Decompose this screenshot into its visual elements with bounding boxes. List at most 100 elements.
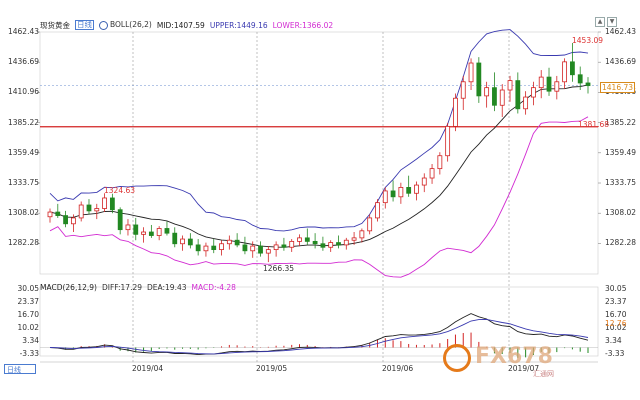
x-axis-tick: 2019/04 (132, 364, 164, 373)
x-axis-tick: 2019/07 (508, 364, 540, 373)
macd-right-tick: 30.05 (605, 284, 627, 293)
candle-body (468, 62, 474, 83)
candle-body (289, 240, 295, 248)
left-axis-tick: 1410.96 (7, 87, 39, 97)
candle-body (515, 80, 521, 110)
low-label: 1266.35 (263, 264, 295, 273)
watermark-circle-icon (443, 344, 471, 372)
candle-body (102, 197, 107, 209)
candle-body (117, 209, 123, 231)
candle-body (476, 62, 482, 97)
candle-body (55, 211, 61, 216)
candle-body (125, 224, 131, 231)
candle-body (86, 204, 92, 212)
candle-body (94, 208, 100, 212)
reference-line-label: 1381.68 (578, 120, 610, 129)
candle-body (531, 87, 536, 98)
watermark-logo: FX678 汇通网 (443, 342, 638, 378)
last-price-tag: 1416.73 (600, 82, 636, 93)
candle-body (164, 228, 170, 234)
candle-body (429, 168, 435, 179)
candle-body (70, 217, 76, 225)
chart-controls: ▲ ▼ (595, 17, 617, 27)
candle-body (141, 231, 146, 235)
candle-body (585, 82, 591, 87)
candle-body (172, 232, 178, 245)
candle-body (258, 245, 263, 254)
instrument-title: 现货黄金 (40, 20, 70, 30)
macd-params: MACD(26,12,9) (40, 283, 97, 292)
right-axis-tick: 1359.49 (605, 147, 637, 157)
macd-header: MACD(26,12,9) DIFF:17.29 DEA:19.43 MACD:… (40, 283, 236, 292)
candle-body (304, 237, 310, 242)
left-axis-tick: 1462.43 (7, 27, 39, 36)
candle-body (273, 244, 279, 251)
candle-body (382, 190, 388, 204)
candle-body (562, 61, 568, 83)
right-axis-tick: 1282.28 (605, 238, 637, 248)
candle-body (148, 231, 154, 236)
boll-mid-line (49, 84, 589, 248)
dea-value: DEA:19.43 (147, 283, 187, 292)
candle-body (398, 187, 404, 198)
candle-body (507, 80, 513, 91)
high-label-recent: 1453.09 (572, 36, 604, 45)
candle-body (523, 96, 529, 110)
boll-lower-line (49, 116, 589, 278)
left-axis-tick: 1308.02 (7, 208, 39, 218)
left-axis-tick: 1359.49 (7, 147, 39, 157)
right-axis-tick: 1462.43 (605, 27, 637, 36)
candle-body (211, 245, 217, 251)
candle-body (133, 224, 139, 235)
left-axis-tick: 1282.28 (7, 238, 39, 248)
mid-value: MID:1407.59 (156, 20, 205, 30)
candle-body (538, 76, 544, 89)
macd-left-tick: 30.05 (17, 284, 39, 293)
right-axis-tick: 1333.75 (605, 178, 637, 187)
candle-body (499, 89, 505, 106)
macd-left-tick: -3.33 (19, 349, 39, 358)
candle-body (460, 81, 466, 99)
left-axis-tick: 1385.22 (7, 117, 39, 127)
candle-body (570, 61, 575, 76)
x-axis-tick: 2019/06 (382, 364, 414, 373)
candle-body (343, 239, 349, 246)
lower-value: LOWER:1366.02 (272, 20, 334, 30)
candle-body (109, 197, 115, 211)
candle-body (554, 81, 560, 92)
macd-frame (39, 286, 599, 357)
macd-left-tick: 23.37 (17, 297, 39, 306)
macd-left-tick: 16.70 (17, 309, 39, 319)
candle-body (437, 155, 443, 170)
bollinger-bands (49, 29, 589, 278)
candle-body (63, 215, 68, 225)
candle-body (265, 249, 271, 254)
macd-right-tick: 16.70 (605, 309, 627, 319)
candle-body (156, 228, 162, 236)
price-frame (39, 31, 599, 275)
candle-body (312, 240, 318, 245)
settings-icon[interactable] (99, 20, 108, 30)
right-axis-tick: 1308.02 (605, 208, 637, 218)
candle-body (187, 238, 193, 246)
macd-right-tick: 3.34 (605, 336, 622, 345)
collapse-icon[interactable]: ▼ (607, 17, 617, 27)
macd-last-value: 12.76 (605, 319, 627, 328)
macd-right-tick: 10.02 (605, 323, 627, 332)
right-axis-tick: 1436.69 (605, 57, 637, 67)
candle-body (390, 190, 396, 198)
right-axis-tick: 1385.22 (605, 117, 637, 127)
candle-body (546, 76, 552, 92)
period-button[interactable]: 日线 (4, 364, 36, 374)
expand-icon[interactable]: ▲ (595, 17, 605, 27)
boll-upper-line (49, 29, 589, 232)
candle-body (297, 237, 302, 242)
macd-left-tick: 3.34 (22, 336, 39, 345)
candle-body (367, 217, 373, 232)
period-badge[interactable]: 日线 (75, 20, 94, 30)
macd-right-tick: -3.33 (605, 349, 625, 358)
macd-left-tick: 10.02 (17, 323, 39, 332)
candle-body (180, 238, 185, 245)
candle-body (577, 74, 583, 84)
